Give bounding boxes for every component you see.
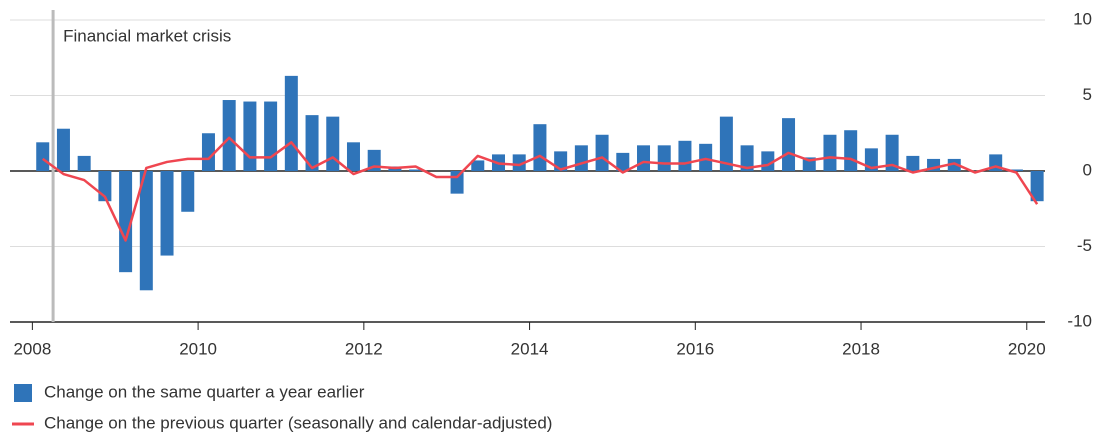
- bar: [181, 171, 195, 212]
- bar: [56, 128, 70, 171]
- bar: [243, 101, 257, 171]
- y-tick-label: 5: [1083, 85, 1092, 104]
- bar: [823, 134, 837, 171]
- annotation-text: Financial market crisis: [63, 26, 231, 45]
- bar: [719, 116, 733, 171]
- bar: [595, 134, 609, 171]
- bar: [450, 171, 464, 194]
- bar: [305, 115, 319, 171]
- bar: [77, 155, 91, 171]
- bar: [119, 171, 133, 273]
- bar: [36, 142, 50, 171]
- bar: [885, 134, 899, 171]
- bar: [657, 145, 671, 171]
- y-tick-label: 0: [1083, 160, 1092, 179]
- bar: [471, 160, 485, 171]
- bar: [264, 101, 278, 171]
- bar: [574, 145, 588, 171]
- x-tick-label: 2012: [345, 339, 383, 358]
- bar: [844, 130, 858, 171]
- x-tick-label: 2016: [676, 339, 714, 358]
- bar: [1009, 169, 1023, 171]
- legend-label: Change on the previous quarter (seasonal…: [44, 413, 552, 432]
- bar: [637, 145, 651, 171]
- x-tick-label: 2020: [1008, 339, 1046, 358]
- bar: [222, 100, 236, 171]
- bar: [782, 118, 796, 171]
- legend-swatch: [14, 384, 32, 402]
- bar: [160, 171, 174, 256]
- bar: [284, 75, 298, 171]
- y-tick-label: 10: [1073, 9, 1092, 28]
- y-tick-label: -10: [1067, 311, 1092, 330]
- bar: [512, 154, 526, 171]
- legend-label: Change on the same quarter a year earlie…: [44, 382, 365, 401]
- x-tick-label: 2008: [13, 339, 51, 358]
- bar: [201, 133, 215, 171]
- line: [41, 136, 1039, 242]
- bar: [1030, 171, 1044, 202]
- bar: [533, 124, 547, 171]
- bar: [326, 116, 340, 171]
- x-tick-label: 2018: [842, 339, 880, 358]
- bar: [947, 158, 961, 171]
- y-tick-label: -5: [1077, 236, 1092, 255]
- bar: [346, 142, 360, 171]
- bar: [409, 169, 423, 171]
- x-tick-label: 2014: [511, 339, 549, 358]
- bar: [906, 155, 920, 171]
- bar: [699, 143, 713, 171]
- bar: [678, 140, 692, 171]
- bar: [616, 152, 630, 171]
- bar: [139, 171, 153, 291]
- x-tick-label: 2010: [179, 339, 217, 358]
- bar: [740, 145, 754, 171]
